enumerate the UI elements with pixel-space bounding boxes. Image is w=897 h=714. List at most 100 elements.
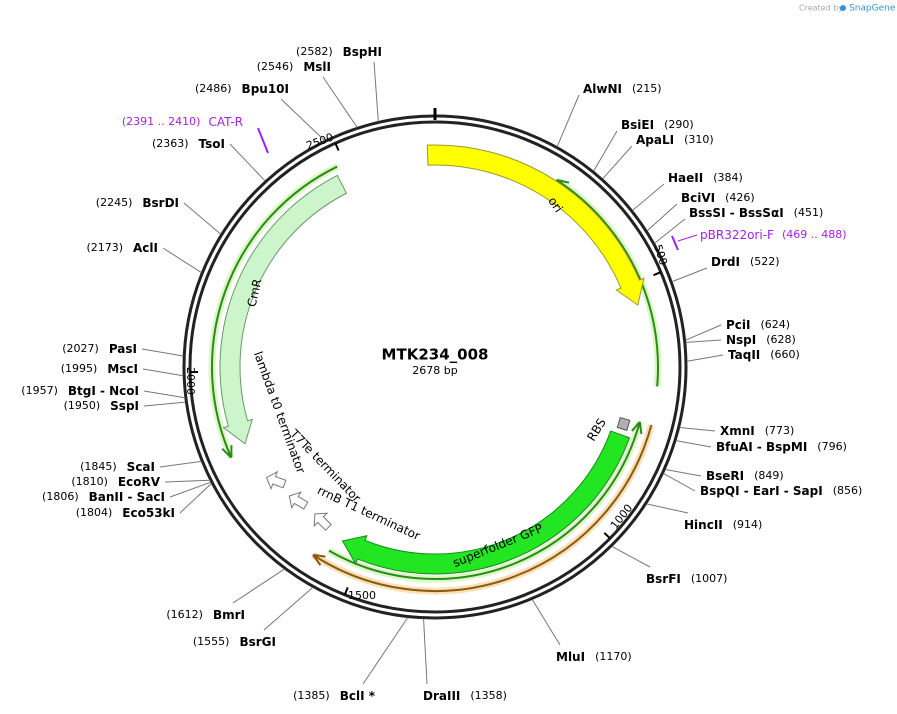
site-position: (1845) — [80, 460, 117, 473]
site-leader — [665, 469, 702, 477]
site-name: MslI — [303, 60, 331, 74]
site-name: HincII — [684, 518, 723, 532]
site-position: (773) — [765, 424, 795, 437]
site-leader — [141, 348, 184, 357]
cmr-annotation — [211, 165, 338, 459]
orange-annotation — [312, 424, 653, 592]
site-leader — [232, 568, 285, 604]
site-leader — [164, 479, 210, 483]
site-leader — [679, 427, 716, 432]
site-position: (1810) — [71, 475, 108, 488]
site-leader — [280, 98, 325, 141]
site-position: (2582) — [296, 45, 333, 58]
site-name: BciVI — [681, 191, 715, 205]
site-name: BssSI - BssSαI — [689, 206, 784, 220]
site-position: (384) — [713, 171, 743, 184]
gfp-arrow — [341, 430, 631, 575]
primer-name: CAT-R — [208, 115, 243, 129]
terminator-shape — [288, 491, 309, 510]
site-name: Eco53kI — [122, 506, 175, 520]
credit-brand: SnapGene — [849, 4, 896, 14]
primer-range: (469 .. 488) — [782, 228, 847, 241]
site-leader — [686, 354, 724, 362]
site-label: (2027) PasI — [62, 342, 137, 356]
site-leader — [675, 440, 712, 448]
credit-logo — [840, 5, 846, 11]
site-position: (1957) — [21, 384, 58, 397]
site-leader — [663, 473, 696, 492]
feature-label: RBS — [584, 416, 609, 444]
site-label: (2173) AclI — [86, 241, 158, 255]
site-position: (1555) — [193, 635, 230, 648]
site-leader — [593, 130, 618, 172]
plasmid-size: 2678 bp — [412, 364, 457, 377]
site-label: DrdI (522) — [711, 255, 780, 269]
site-label: (2582) BspHI — [296, 45, 382, 59]
site-label: (1612) BmrI — [166, 608, 245, 622]
site-name: PasI — [109, 342, 137, 356]
primer-range: (2391 .. 2410) — [122, 115, 201, 128]
site-name: MluI — [556, 650, 585, 664]
site-name: DraIII — [423, 689, 460, 703]
feature-label: rrnB T1 terminator — [315, 483, 422, 543]
site-label: XmnI (773) — [720, 424, 794, 438]
site-label: TaqII (660) — [728, 348, 800, 362]
site-label: AlwNI (215) — [583, 82, 662, 96]
site-position: (849) — [754, 469, 784, 482]
site-position: (914) — [733, 518, 763, 531]
site-name: EcoRV — [118, 475, 161, 489]
site-name: BspQI - EarI - SapI — [700, 484, 823, 498]
site-leader — [531, 599, 561, 646]
site-label: (1957) BtgI - NcoI — [21, 384, 139, 398]
ori-annotation — [555, 179, 659, 387]
site-label: (1810) EcoRV — [71, 475, 160, 489]
primer-label: pBR322ori-F (469 .. 488) — [700, 228, 847, 242]
site-name: PciI — [726, 318, 751, 332]
primer-mark — [671, 235, 679, 251]
tick-mark — [653, 271, 662, 277]
site-label: HaeII (384) — [668, 171, 743, 185]
tick-label: 500 — [651, 243, 670, 267]
site-label: (1555) BsrGI — [193, 635, 276, 649]
credit-prefix: Created by — [799, 4, 843, 13]
site-leader — [142, 368, 184, 377]
site-leader — [373, 61, 379, 122]
site-position: (2546) — [257, 60, 294, 73]
site-name: BsrFI — [646, 572, 681, 586]
site-name: ApaLI — [636, 133, 674, 147]
rbs-box — [616, 417, 631, 432]
site-position: (628) — [766, 333, 796, 346]
site-label: (2546) MslI — [257, 60, 331, 74]
site-leader — [322, 76, 358, 128]
site-position: (1358) — [470, 689, 507, 702]
gfp-annotation-head — [631, 421, 643, 435]
site-position: (310) — [684, 133, 714, 146]
site-leader — [263, 587, 314, 631]
site-label: PciI (624) — [726, 318, 790, 332]
site-label: (1950) SspI — [64, 399, 139, 413]
tick-label: 2000 — [184, 367, 197, 395]
site-position: (1170) — [595, 650, 632, 663]
tick-mark — [603, 532, 611, 540]
terminator-shape — [265, 470, 287, 491]
site-position: (1612) — [166, 608, 203, 621]
site-label: (2363) TsoI — [152, 137, 225, 151]
site-position: (1007) — [691, 572, 728, 585]
site-label: NspI (628) — [726, 333, 796, 347]
site-label: (1385) BclI * — [293, 689, 376, 703]
site-leader — [685, 339, 722, 343]
backbone-inner — [188, 120, 682, 614]
primer-name: pBR322ori-F — [700, 228, 774, 242]
cmr-annotation-head — [221, 445, 233, 459]
site-label: HincII (914) — [684, 518, 762, 532]
site-label: DraIII (1358) — [423, 689, 507, 703]
site-label: BsrFI (1007) — [646, 572, 727, 586]
site-name: BsrGI — [239, 635, 276, 649]
site-leader — [556, 94, 580, 147]
site-label: (2486) Bpu10I — [195, 82, 289, 96]
site-label: BsiEI (290) — [621, 118, 694, 132]
site-position: (2245) — [96, 196, 133, 209]
site-position: (1804) — [76, 506, 113, 519]
site-name: ScaI — [127, 460, 155, 474]
